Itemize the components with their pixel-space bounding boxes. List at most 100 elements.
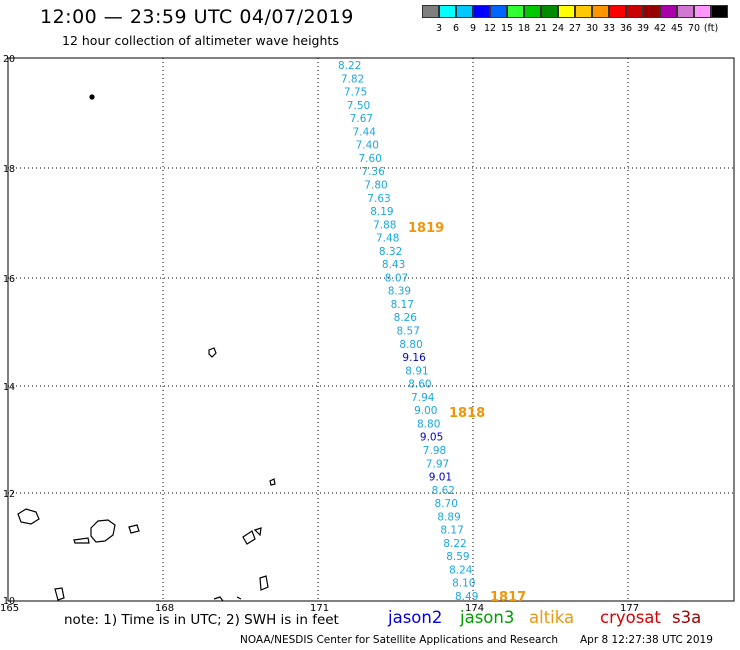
wave-height-value: 7.98 xyxy=(423,445,446,457)
lat-label: 10 xyxy=(3,596,15,607)
scale-swatch xyxy=(507,5,524,18)
island-shape xyxy=(54,587,65,601)
wave-height-value: 7.75 xyxy=(344,87,367,99)
scale-swatch xyxy=(694,5,711,18)
scale-label: 12 xyxy=(483,23,497,34)
scale-swatch xyxy=(711,5,728,18)
satellite-cryosat: cryosat xyxy=(600,608,661,627)
wave-height-value: 7.80 xyxy=(364,180,387,192)
scale-swatch xyxy=(524,5,541,18)
wave-height-value: 7.97 xyxy=(426,458,449,470)
island-shape xyxy=(17,508,40,525)
scale-label: (ft) xyxy=(703,23,719,34)
lat-label: 14 xyxy=(3,382,15,393)
wave-height-value: 7.48 xyxy=(376,233,399,245)
scale-swatch xyxy=(422,5,439,18)
lat-label: 18 xyxy=(3,164,15,175)
wave-height-value: 8.43 xyxy=(382,259,405,271)
scale-swatch xyxy=(677,5,694,18)
lon-label: 171 xyxy=(310,603,329,614)
wave-height-value: 8.10 xyxy=(452,578,475,590)
wave-height-value: 7.94 xyxy=(411,392,435,404)
track-label-1818: 1818 xyxy=(449,406,485,421)
track-label-1817: 1817 xyxy=(490,590,526,605)
wave-height-value: 8.19 xyxy=(370,206,393,218)
scale-label: 39 xyxy=(636,23,650,34)
scale-swatch xyxy=(541,5,558,18)
generated-timestamp: Apr 8 12:27:38 UTC 2019 xyxy=(580,634,713,646)
wave-height-value: 8.39 xyxy=(388,286,411,298)
wave-height-value: 8.07 xyxy=(385,272,408,284)
scale-label: 70 xyxy=(687,23,701,34)
island-shape xyxy=(269,478,276,486)
lon-label: 177 xyxy=(620,603,639,614)
track-label-1819: 1819 xyxy=(408,221,444,236)
lat-label: 16 xyxy=(3,274,15,285)
scale-label: 9 xyxy=(469,23,477,34)
island-shape xyxy=(259,575,269,591)
wave-height-value: 8.59 xyxy=(446,551,469,563)
wave-height-value: 8.62 xyxy=(432,485,455,497)
wave-height-value: 8.17 xyxy=(440,525,463,537)
scale-label: 42 xyxy=(653,23,667,34)
lon-label: 165 xyxy=(0,603,19,614)
scale-label: 33 xyxy=(602,23,616,34)
scale-swatch xyxy=(609,5,626,18)
wave-height-value: 8.32 xyxy=(379,246,402,258)
wave-height-value: 8.26 xyxy=(394,312,418,324)
wave-height-value: 8.80 xyxy=(417,418,440,430)
scale-label: 6 xyxy=(452,23,460,34)
wave-height-value: 8.70 xyxy=(435,498,458,510)
satellite-jason3: jason3 xyxy=(460,608,515,627)
wave-height-value: 8.60 xyxy=(408,379,431,391)
wave-height-value: 8.49 xyxy=(455,591,478,603)
scale-label: 30 xyxy=(585,23,599,34)
wave-observations: 8.227.827.757.507.677.447.407.607.367.80… xyxy=(338,60,478,603)
credit-line: NOAA/NESDIS Center for Satellite Applica… xyxy=(240,634,558,646)
wave-height-value: 9.00 xyxy=(414,405,437,417)
wave-height-value: 9.01 xyxy=(429,472,452,484)
scale-label: 21 xyxy=(534,23,548,34)
map-frame xyxy=(7,57,735,602)
island-shape xyxy=(73,537,90,544)
scale-swatch xyxy=(626,5,643,18)
scale-label: 3 xyxy=(435,23,443,34)
island-shape xyxy=(128,524,140,534)
island-shape xyxy=(253,527,262,537)
scale-label: 15 xyxy=(500,23,514,34)
scale-label: 18 xyxy=(517,23,531,34)
wave-height-value: 8.80 xyxy=(399,339,422,351)
island-shape xyxy=(208,347,217,358)
island-shape xyxy=(90,519,116,543)
latitude-gridlines xyxy=(8,167,734,494)
lon-label: 168 xyxy=(155,603,174,614)
wave-height-value: 8.17 xyxy=(391,299,414,311)
island-shape xyxy=(89,94,95,100)
scale-label: 36 xyxy=(619,23,633,34)
islands xyxy=(17,94,276,602)
island-shape xyxy=(242,530,256,545)
wave-height-value: 7.50 xyxy=(347,100,370,112)
scale-label: 27 xyxy=(568,23,582,34)
scale-label: 45 xyxy=(670,23,684,34)
island-shape xyxy=(213,596,224,602)
scale-swatch xyxy=(643,5,660,18)
wave-height-value: 7.67 xyxy=(350,113,373,125)
wave-height-value: 8.22 xyxy=(338,60,361,72)
wave-height-value: 9.16 xyxy=(402,352,426,364)
scale-label: 24 xyxy=(551,23,565,34)
wave-height-value: 8.22 xyxy=(443,538,466,550)
wave-height-value: 7.40 xyxy=(356,140,379,152)
scale-swatch xyxy=(575,5,592,18)
map-subtitle: 12 hour collection of altimeter wave hei… xyxy=(62,33,339,48)
scale-swatch xyxy=(660,5,677,18)
scale-swatch xyxy=(439,5,456,18)
wave-height-value: 7.60 xyxy=(359,153,382,165)
wave-height-value: 7.36 xyxy=(361,166,385,178)
longitude-gridlines xyxy=(162,58,629,601)
wave-height-value: 9.05 xyxy=(420,432,443,444)
footer-note: note: 1) Time is in UTC; 2) SWH is in fe… xyxy=(64,612,339,628)
wave-height-value: 7.82 xyxy=(341,73,364,85)
scale-swatch xyxy=(592,5,609,18)
